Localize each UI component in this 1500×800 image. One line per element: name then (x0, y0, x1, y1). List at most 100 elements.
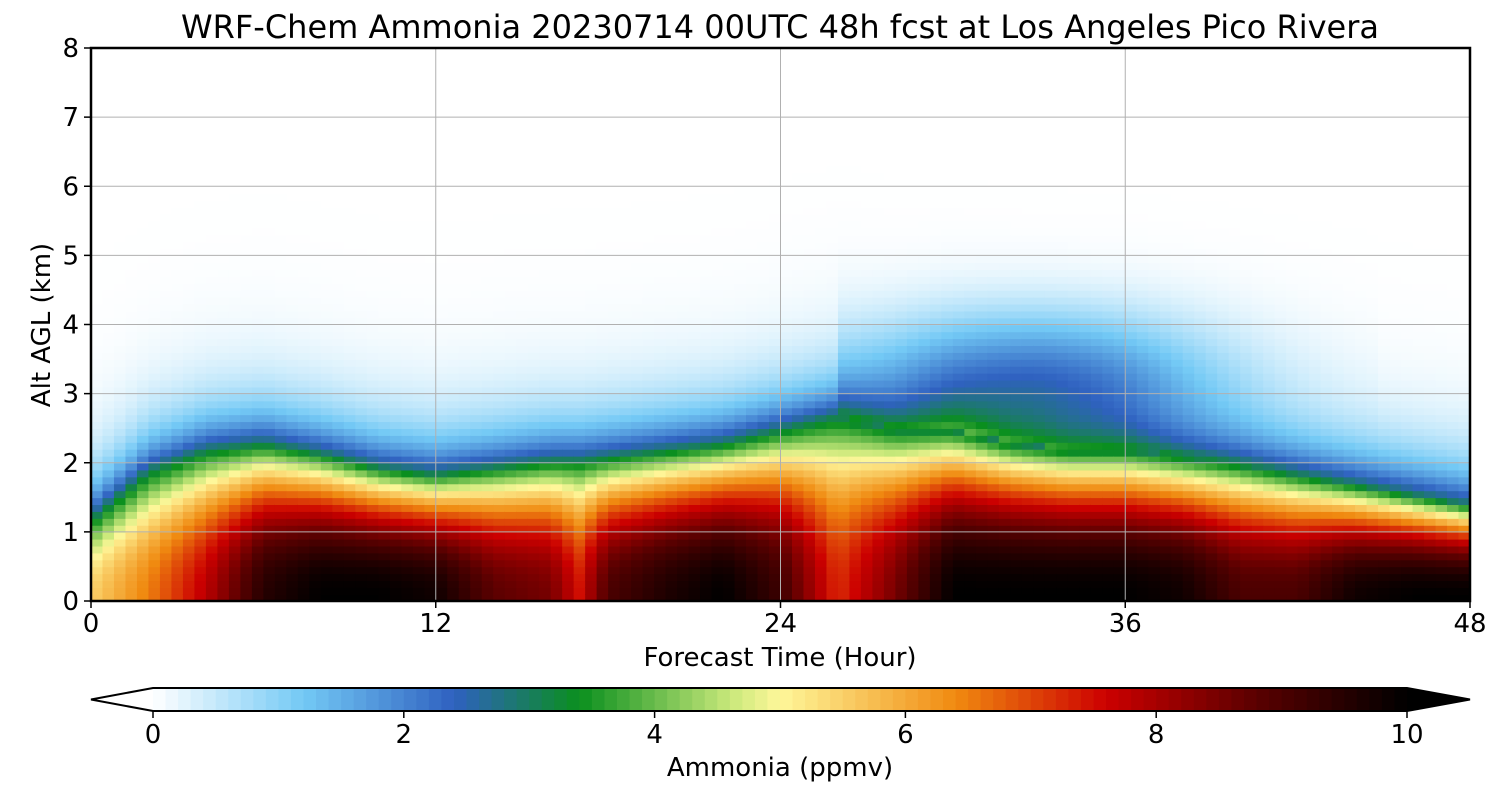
field-cell (527, 359, 540, 367)
field-cell (102, 296, 115, 305)
field-cell (355, 234, 368, 243)
field-cell (711, 137, 724, 146)
field-cell (746, 531, 759, 540)
field-cell (573, 317, 586, 326)
field-cell (481, 262, 495, 270)
field-cell (688, 179, 701, 188)
field-cell (481, 331, 495, 340)
field-cell (136, 518, 150, 526)
field-cell (136, 359, 150, 367)
field-cell (125, 518, 138, 526)
field-cell (619, 234, 632, 243)
field-cell (424, 68, 437, 77)
field-cell (608, 545, 621, 554)
field-cell (332, 213, 345, 222)
field-cell (182, 365, 196, 374)
field-cell (585, 518, 598, 526)
field-cell (493, 137, 506, 146)
field-cell (171, 483, 184, 492)
field-cell (159, 448, 173, 457)
field-cell (493, 144, 506, 153)
field-cell (447, 151, 460, 160)
field-cell (677, 566, 690, 575)
field-cell (91, 559, 104, 568)
field-cell (447, 165, 460, 174)
field-cell (297, 435, 311, 443)
field-cell (125, 68, 138, 77)
field-cell (700, 414, 713, 423)
field-cell (504, 248, 517, 257)
field-cell (562, 531, 575, 540)
field-cell (102, 234, 115, 243)
field-cell (194, 296, 207, 305)
field-cell (194, 580, 207, 588)
field-cell (125, 241, 138, 250)
field-cell (148, 331, 161, 340)
field-cell (700, 206, 713, 215)
field-cell (102, 372, 115, 381)
field-cell (573, 497, 586, 506)
field-cell (378, 365, 391, 374)
field-cell (113, 48, 127, 56)
field-cell (228, 345, 242, 353)
field-cell (711, 442, 724, 450)
field-cell (734, 407, 747, 416)
field-cell (113, 165, 127, 174)
field-cell (711, 559, 724, 568)
field-cell (182, 462, 196, 471)
field-cell (516, 338, 529, 347)
field-cell (251, 137, 265, 146)
field-cell (320, 462, 334, 471)
field-cell (631, 206, 644, 215)
field-cell (251, 435, 265, 443)
field-cell (228, 276, 242, 284)
field-cell (435, 524, 449, 533)
field-cell (228, 497, 242, 506)
field-cell (585, 186, 598, 194)
field-cell (320, 68, 334, 77)
field-cell (355, 165, 368, 174)
field-cell (228, 317, 242, 326)
field-cell (286, 276, 299, 284)
field-cell (527, 103, 540, 112)
field-cell (470, 117, 483, 125)
field-cell (631, 442, 644, 450)
field-cell (159, 407, 173, 416)
field-cell (182, 587, 196, 595)
field-cell (274, 386, 288, 395)
field-cell (803, 573, 816, 582)
field-cell (504, 359, 517, 367)
field-cell (539, 442, 552, 450)
field-cell (711, 587, 724, 595)
field-cell (424, 248, 437, 257)
field-cell (619, 490, 632, 499)
field-cell (401, 469, 414, 478)
field-cell (746, 110, 759, 118)
field-cell (320, 483, 334, 492)
field-cell (769, 379, 782, 388)
field-cell (746, 400, 759, 409)
field-cell (585, 462, 598, 471)
field-cell (780, 483, 793, 492)
field-cell (447, 365, 460, 374)
field-cell (757, 421, 770, 429)
field-cell (286, 462, 299, 471)
field-cell (286, 227, 299, 236)
field-cell (608, 324, 621, 333)
field-cell (136, 511, 150, 519)
field-cell (286, 566, 299, 575)
field-cell (320, 435, 334, 443)
field-cell (631, 372, 644, 381)
field-cell (182, 227, 196, 236)
field-cell (332, 130, 345, 139)
field-cell (665, 61, 678, 70)
field-cell (240, 414, 253, 423)
field-cell (194, 393, 207, 402)
field-cell (182, 310, 196, 319)
field-cell (263, 573, 276, 582)
field-cell (320, 442, 334, 450)
field-cell (251, 144, 265, 153)
field-cell (205, 179, 219, 188)
field-cell (435, 359, 449, 367)
field-cell (263, 48, 276, 56)
